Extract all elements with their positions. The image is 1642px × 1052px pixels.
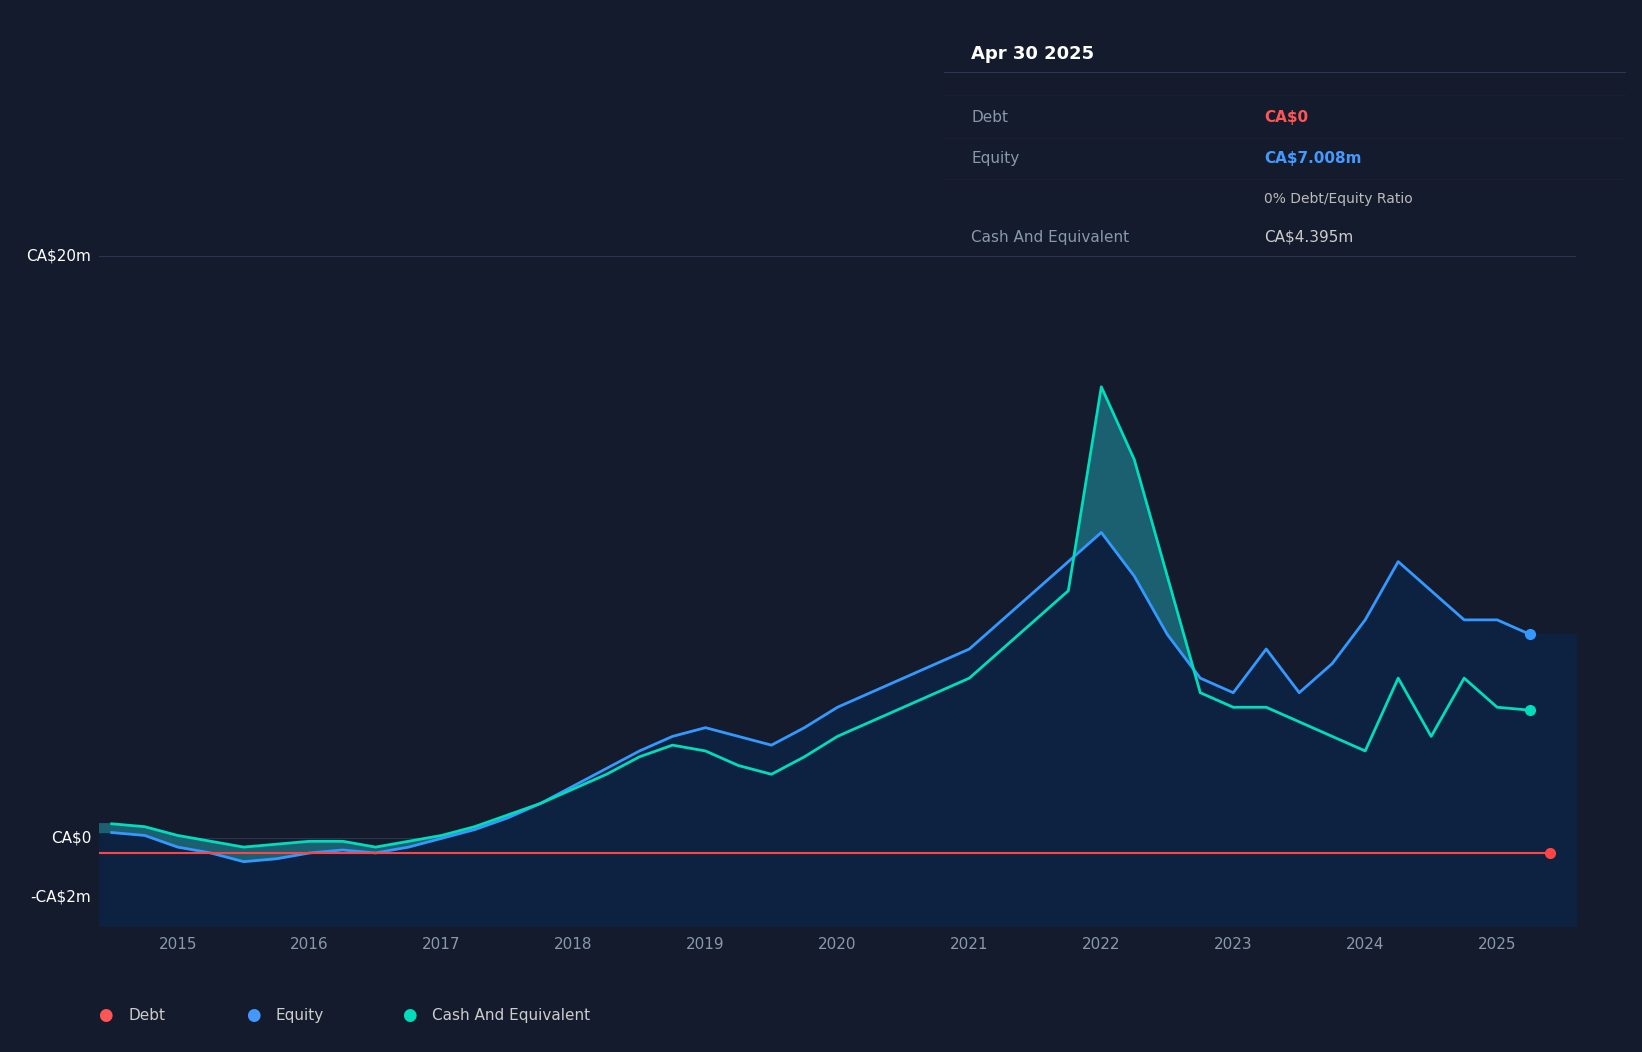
Text: Debt: Debt xyxy=(128,1008,166,1023)
Text: ●: ● xyxy=(99,1006,113,1025)
Text: CA$0: CA$0 xyxy=(1264,110,1309,125)
Text: Apr 30 2025: Apr 30 2025 xyxy=(972,45,1095,63)
Text: 0% Debt/Equity Ratio: 0% Debt/Equity Ratio xyxy=(1264,191,1414,206)
Text: CA$4.395m: CA$4.395m xyxy=(1264,230,1353,245)
Text: Cash And Equivalent: Cash And Equivalent xyxy=(432,1008,589,1023)
Text: Cash And Equivalent: Cash And Equivalent xyxy=(972,230,1130,245)
Text: CA$7.008m: CA$7.008m xyxy=(1264,150,1361,166)
Text: CA$0: CA$0 xyxy=(51,831,92,846)
Text: Equity: Equity xyxy=(276,1008,323,1023)
Text: CA$20m: CA$20m xyxy=(26,248,92,263)
Text: ●: ● xyxy=(246,1006,261,1025)
Text: -CA$2m: -CA$2m xyxy=(31,889,92,904)
Text: Debt: Debt xyxy=(972,110,1008,125)
Text: Equity: Equity xyxy=(972,150,1020,166)
Text: ●: ● xyxy=(402,1006,417,1025)
